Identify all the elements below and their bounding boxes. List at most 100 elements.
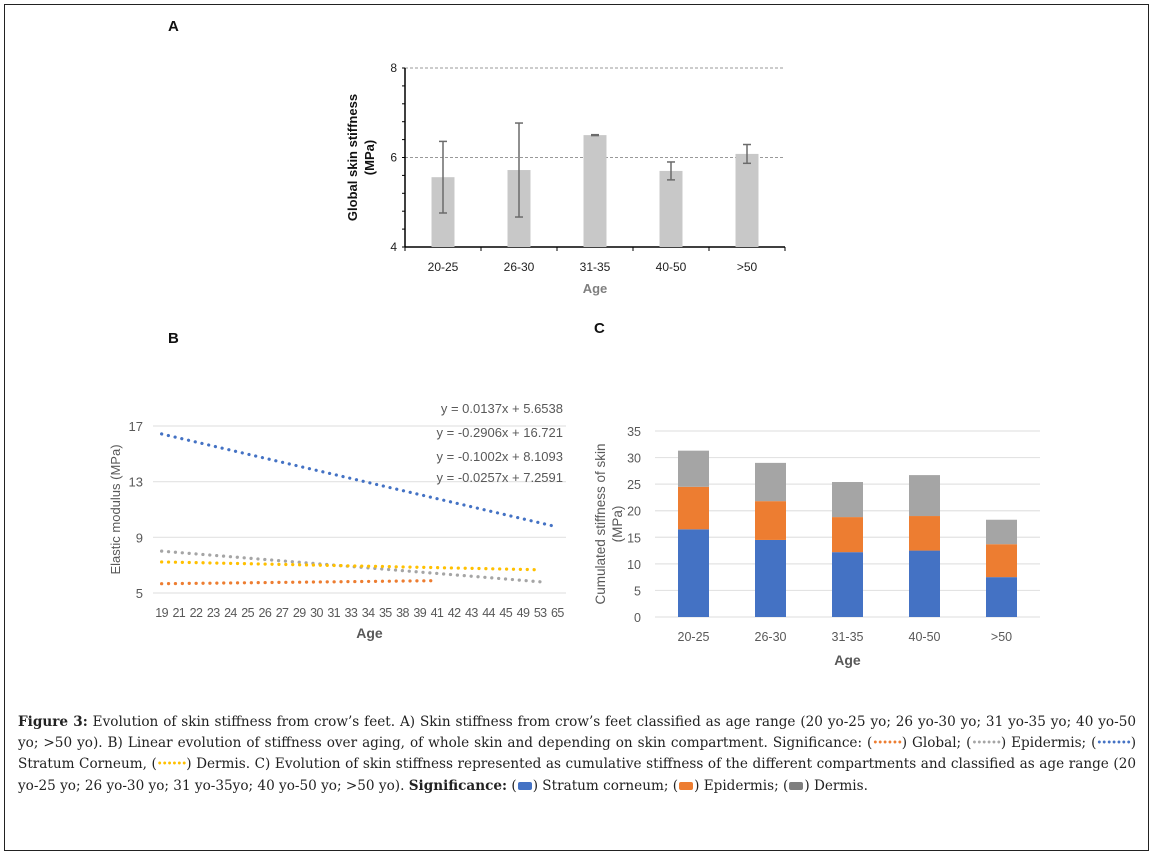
- bar-segment-epidermis: [986, 544, 1017, 578]
- x-tick-label: 27: [276, 606, 289, 620]
- x-tick-label: 23: [207, 606, 220, 620]
- bar-segment-epidermis: [909, 516, 940, 551]
- x-tick-label: 26-30: [504, 260, 535, 274]
- trendline-equation: y = 0.0137x + 5.6538: [441, 401, 563, 416]
- trendline-global: [160, 579, 439, 586]
- y-tick-label: 0: [634, 611, 641, 625]
- bar: [735, 153, 759, 247]
- chart-b: 5 9 13 17 19 21 22 23 24 25 26 27 29 30 31 33 34 35 38 39 41…: [108, 401, 566, 641]
- x-tick-label: 53: [534, 606, 547, 620]
- global-legend-symbol: ••••••: [872, 737, 902, 749]
- x-tick-label: 29: [293, 606, 306, 620]
- caption-text: ) Dermis.: [804, 777, 868, 794]
- x-tick-label: 34: [362, 606, 375, 620]
- x-tick-label: 24: [224, 606, 237, 620]
- x-tick-label: 25: [241, 606, 254, 620]
- x-tick-label: 30: [310, 606, 323, 620]
- x-tick-label: 49: [517, 606, 530, 620]
- x-axis-label: Age: [583, 281, 608, 296]
- panel-label-b: B: [168, 330, 179, 347]
- x-tick-label: 20-25: [428, 260, 459, 274]
- x-tick-label: 31: [327, 606, 340, 620]
- chart-c: 0 5 10 15 20 25 30 35 20-25 26-30 31-35 40-50 >50 Age…: [593, 425, 1040, 668]
- x-tick-label: 44: [482, 606, 495, 620]
- y-axis-label-unit: (MPa): [362, 140, 377, 175]
- y-axis-label-unit: (MPa): [610, 506, 625, 543]
- trendline-dermis: [160, 560, 542, 572]
- caption-text: ) Global; (: [901, 735, 972, 752]
- x-tick-label: 31-35: [580, 260, 611, 274]
- bar-segment-stratum-corneum: [678, 529, 709, 617]
- x-tick-label: 43: [465, 606, 478, 620]
- bar-segment-epidermis: [678, 486, 709, 530]
- x-tick-label: 45: [499, 606, 512, 620]
- x-tick-label: 26-30: [755, 630, 787, 644]
- bar-segment-epidermis: [755, 501, 786, 540]
- y-tick-label: 5: [634, 584, 641, 598]
- caption-text: Evolution of skin stiffness from crow’s …: [18, 714, 1136, 752]
- y-tick-label: 9: [136, 530, 143, 545]
- trendline-equation: y = -0.1002x + 8.1093: [437, 449, 563, 464]
- bar: [659, 170, 683, 247]
- y-tick-label: 30: [627, 452, 641, 466]
- y-tick-label: 5: [136, 586, 143, 601]
- dermis-swatch: [789, 782, 804, 791]
- bar-segment-dermis: [986, 519, 1017, 545]
- x-tick-label: 26: [258, 606, 271, 620]
- caption-significance-label: Significance:: [408, 777, 508, 794]
- y-tick-label: 20: [627, 505, 641, 519]
- epidermis-swatch: [679, 782, 694, 791]
- x-tick-label: 40-50: [909, 630, 941, 644]
- x-axis-label: Age: [834, 652, 861, 668]
- y-axis-label: Cumulated stiffness of skin: [593, 443, 608, 604]
- caption-text: ) Stratum corneum; (: [532, 777, 679, 794]
- bar-segment-stratum-corneum: [986, 577, 1017, 617]
- caption-text: ) Epidermis; (: [694, 777, 789, 794]
- x-tick-label: 42: [448, 606, 461, 620]
- x-tick-label: 39: [413, 606, 426, 620]
- x-tick-label: >50: [991, 630, 1012, 644]
- y-axis-label: Global skin stiffness: [345, 94, 360, 221]
- x-tick-label: 35: [379, 606, 392, 620]
- x-tick-label: 38: [396, 606, 409, 620]
- dermis-legend-symbol: ••••••: [156, 758, 187, 770]
- x-tick-label: 31-35: [832, 630, 864, 644]
- figure-frame: [4, 4, 1149, 851]
- bar-segment-dermis: [678, 450, 709, 487]
- bar-segment-stratum-corneum: [755, 539, 786, 617]
- y-tick-label: 8: [390, 61, 397, 75]
- y-tick-label: 13: [129, 475, 143, 490]
- x-tick-label: 33: [345, 606, 358, 620]
- x-tick-label: 65: [551, 606, 564, 620]
- x-tick-label: 21: [172, 606, 185, 620]
- y-tick-label: 15: [627, 531, 641, 545]
- trendline-equation: y = -0.0257x + 7.2591: [437, 470, 563, 485]
- y-tick-label: 6: [390, 151, 397, 165]
- x-axis-label: Age: [356, 625, 383, 641]
- panel-label-a: A: [168, 18, 179, 35]
- figure-caption: Figure 3: Evolution of skin stiffness fr…: [18, 712, 1136, 797]
- x-tick-label: 41: [431, 606, 444, 620]
- bar-segment-dermis: [755, 462, 786, 502]
- trendline-equation: y = -0.2906x + 16.721: [437, 425, 563, 440]
- x-tick-label: 40-50: [656, 260, 687, 274]
- trendline-epidermis: [160, 549, 542, 584]
- stratum-corneum-swatch: [517, 782, 532, 791]
- y-axis-label: Elastic modulus (MPa): [108, 444, 123, 574]
- bar-segment-dermis: [832, 482, 863, 518]
- x-tick-label: 19: [155, 606, 168, 620]
- x-tick-label: 20-25: [678, 630, 710, 644]
- caption-text: ) Stratum Corneum, (: [18, 735, 1137, 773]
- bar: [583, 135, 607, 247]
- y-tick-label: 35: [627, 425, 641, 439]
- bar-segment-epidermis: [832, 517, 863, 553]
- caption-text: ) Epidermis; (: [1000, 735, 1097, 752]
- x-tick-label: >50: [737, 260, 758, 274]
- y-tick-label: 10: [627, 558, 641, 572]
- stratum-corneum-legend-symbol: •••••••: [1096, 737, 1131, 749]
- trendline-stratum-corneum: [160, 432, 559, 529]
- caption-text: (: [507, 777, 517, 794]
- y-tick-label: 17: [129, 419, 143, 434]
- chart-a: 4 6 8 20-25 26-30 31-35 40-50 >50 Age Global skin…: [345, 61, 786, 296]
- x-tick-label: 22: [190, 606, 203, 620]
